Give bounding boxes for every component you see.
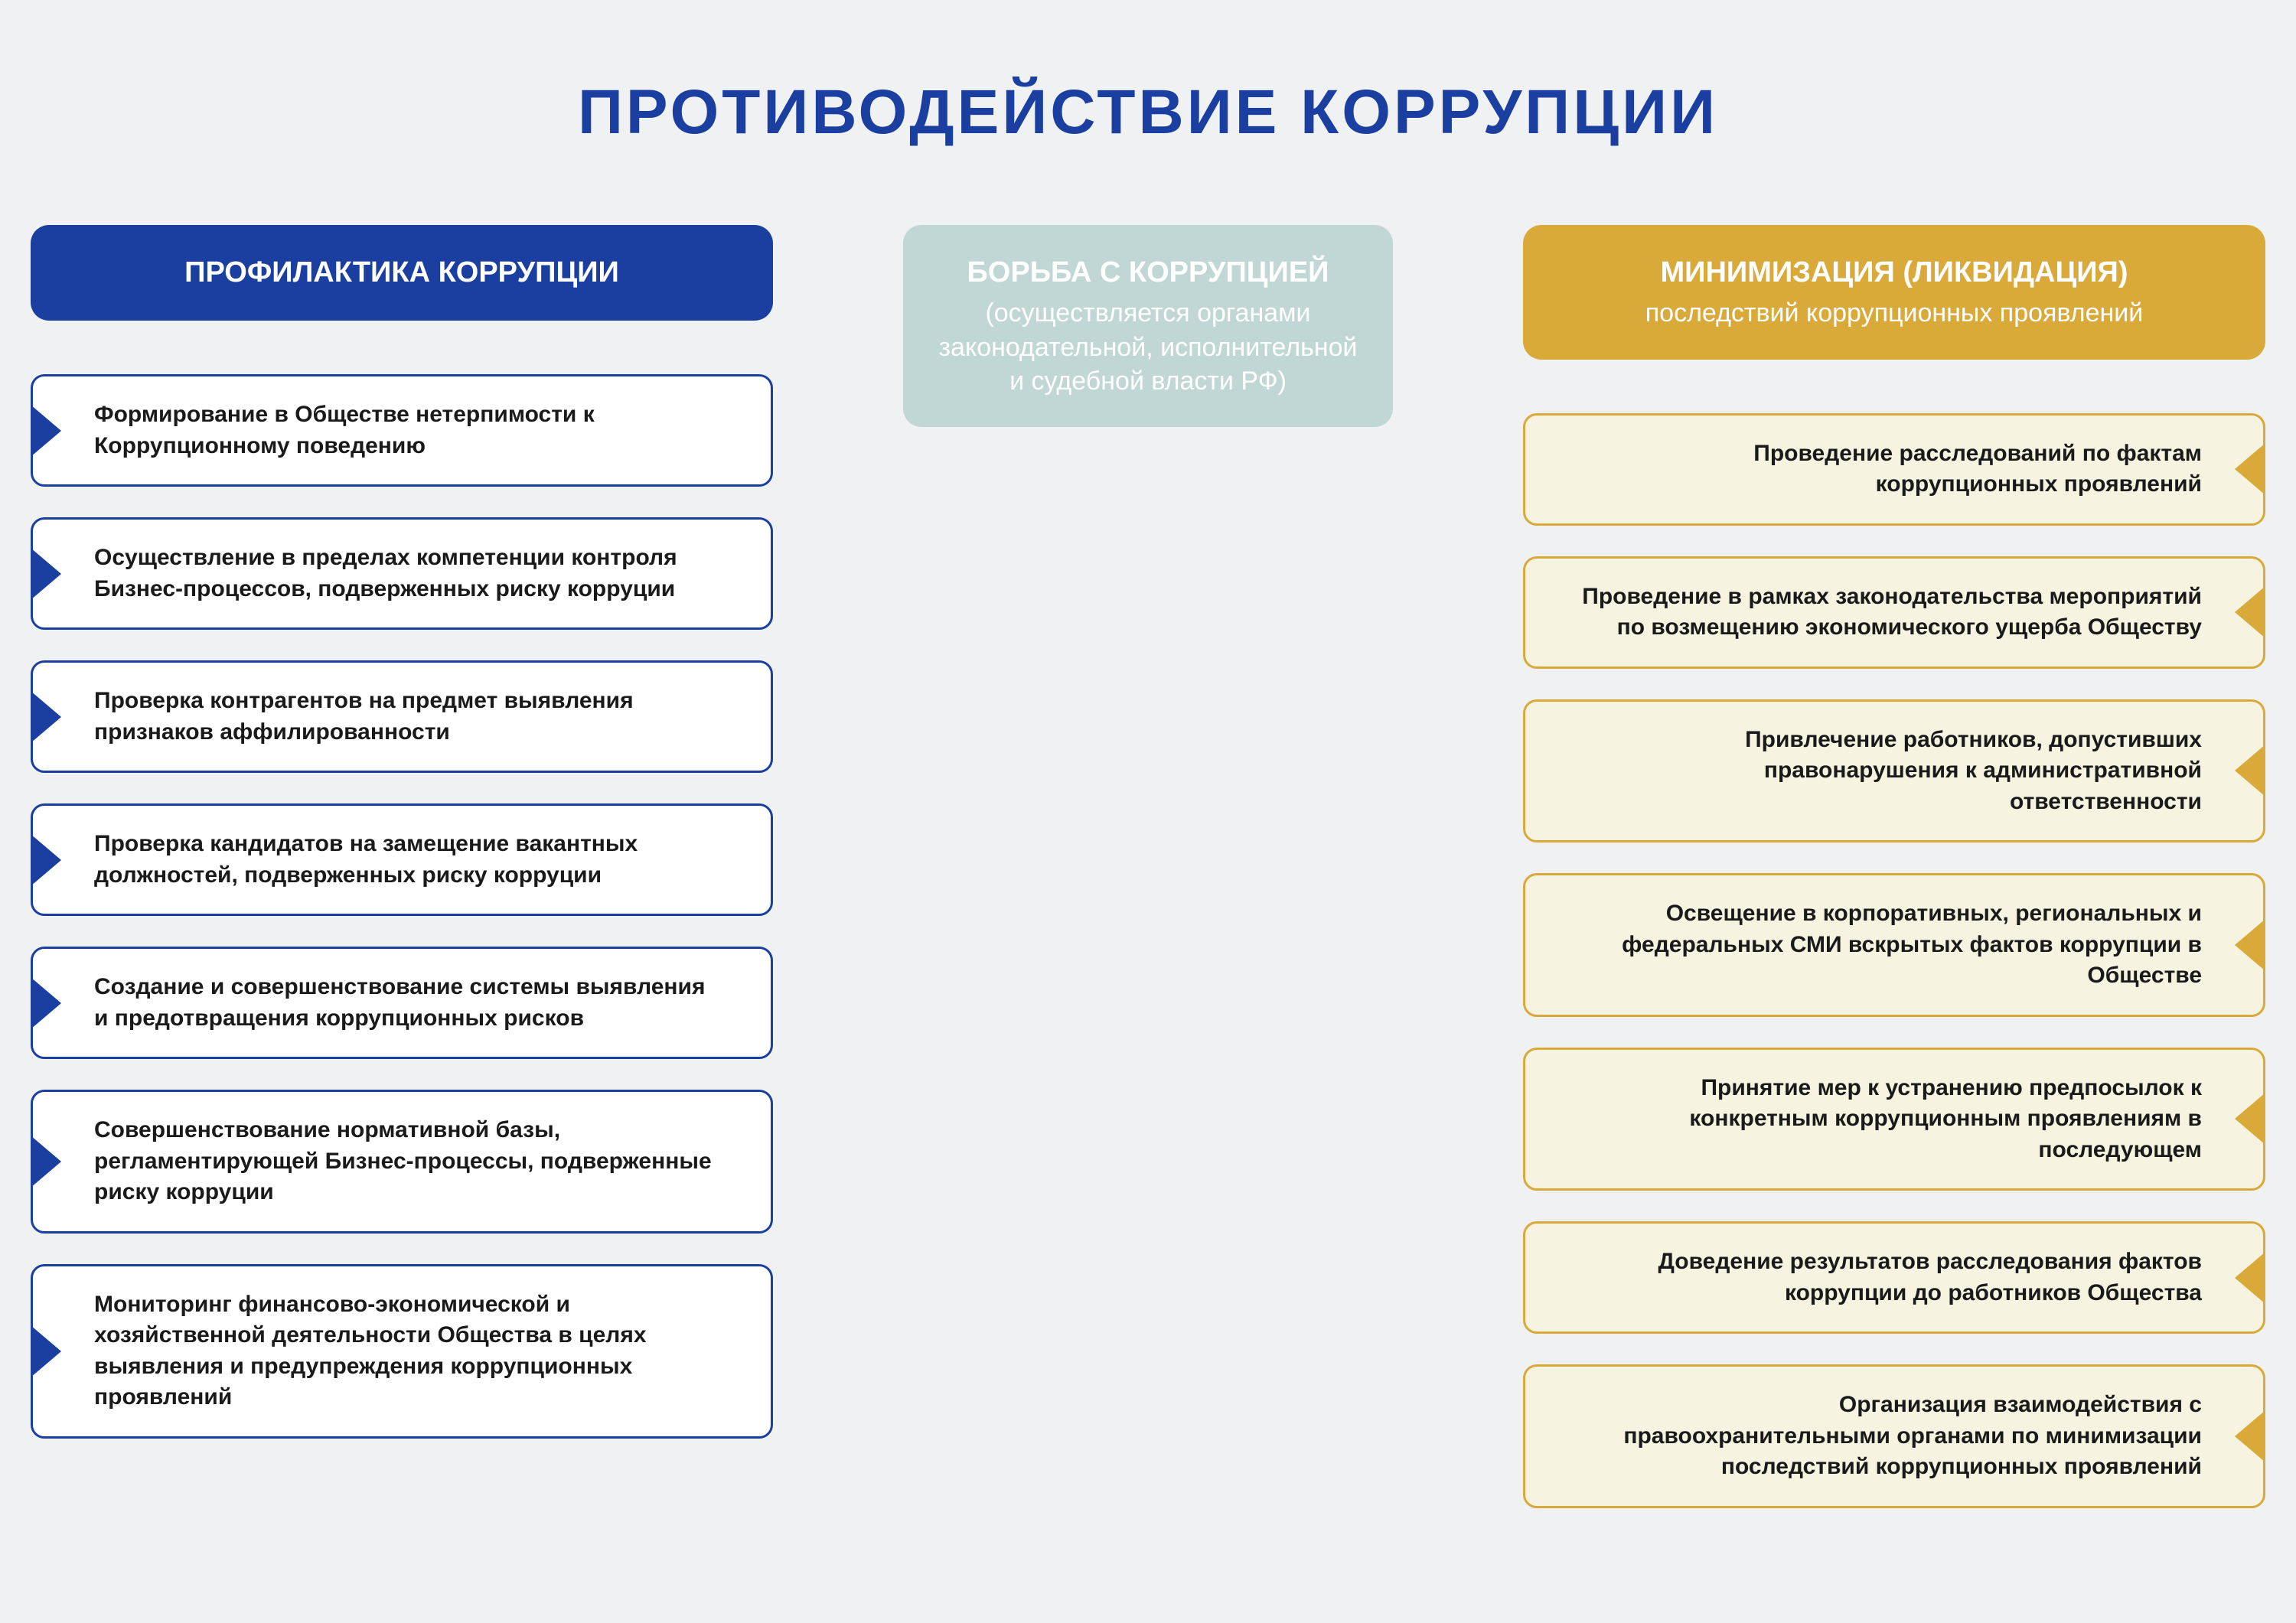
columns-row: ПРОФИЛАКТИКА КОРРУПЦИИ Формирование в Об… [31,225,2265,1508]
header-minimization: МИНИМИЗАЦИЯ (ЛИКВИДАЦИЯ) последствий кор… [1523,225,2265,360]
header-prevention: ПРОФИЛАКТИКА КОРРУПЦИИ [31,225,773,321]
infographic-root: ПРОТИВОДЕЙСТВИЕ КОРРУПЦИИ ПРОФИЛАКТИКА К… [0,0,2296,1623]
header-minimization-title: МИНИМИЗАЦИЯ (ЛИКВИДАЦИЯ) [1555,254,2233,292]
column-prevention: ПРОФИЛАКТИКА КОРРУПЦИИ Формирование в Об… [31,225,773,1439]
prevention-item: Совершенствование нормативной базы, регл… [31,1090,773,1234]
header-fight-title: БОРЬБА С КОРРУПЦИЕЙ [935,254,1361,292]
header-fight: БОРЬБА С КОРРУПЦИЕЙ (осуществляется орга… [903,225,1393,427]
prevention-item: Мониторинг финансово-экономической и хоз… [31,1264,773,1439]
minimization-item: Доведение результатов расследования факт… [1523,1221,2265,1334]
minimization-item: Проведение расследований по фактам корру… [1523,413,2265,526]
header-fight-subtitle: (осуществляется органами законодательной… [935,296,1361,398]
prevention-item: Создание и совершенствование системы выя… [31,947,773,1059]
prevention-item: Осуществление в пределах компетенции кон… [31,517,773,630]
minimization-item: Организация взаимодействия с правоохрани… [1523,1364,2265,1508]
minimization-item: Принятие мер к устранению предпосылок к … [1523,1048,2265,1191]
column-minimization: МИНИМИЗАЦИЯ (ЛИКВИДАЦИЯ) последствий кор… [1523,225,2265,1508]
prevention-item: Формирование в Обществе нетерпимости к К… [31,374,773,487]
header-minimization-subtitle: последствий коррупционных проявлений [1555,296,2233,330]
prevention-item: Проверка кандидатов на замещение вакантн… [31,803,773,916]
column-fight: БОРЬБА С КОРРУПЦИЕЙ (осуществляется орга… [903,225,1393,481]
minimization-item: Проведение в рамках законодательства мер… [1523,556,2265,669]
minimization-item: Освещение в корпоративных, региональных … [1523,873,2265,1017]
minimization-item: Привлечение работников, допустивших прав… [1523,699,2265,843]
items-minimization: Проведение расследований по фактам корру… [1523,413,2265,1508]
page-title: ПРОТИВОДЕЙСТВИЕ КОРРУПЦИИ [31,77,2265,148]
items-prevention: Формирование в Обществе нетерпимости к К… [31,374,773,1439]
prevention-item: Проверка контрагентов на предмет выявлен… [31,660,773,773]
